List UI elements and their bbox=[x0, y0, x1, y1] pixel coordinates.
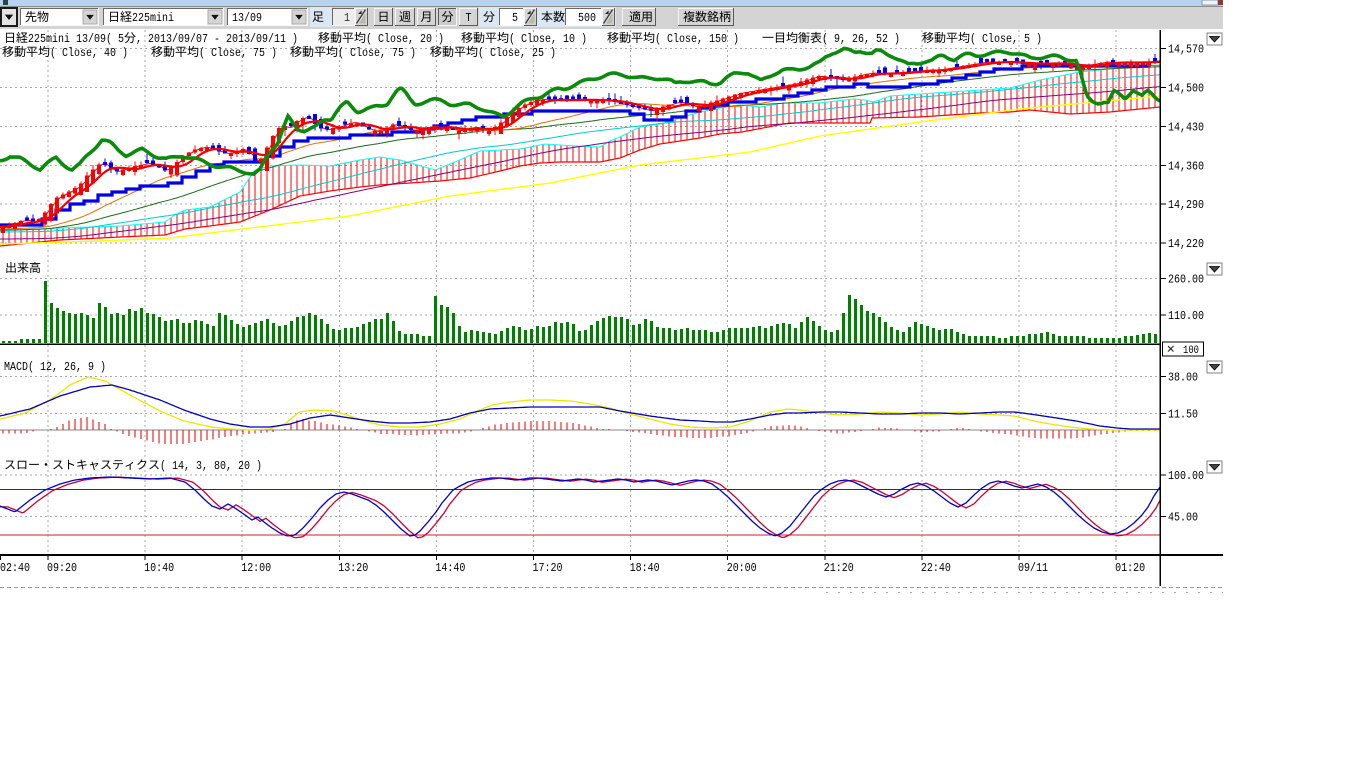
svg-text:T: T bbox=[466, 11, 472, 25]
svg-text:20:00: 20:00 bbox=[727, 561, 757, 575]
svg-text:17:20: 17:20 bbox=[533, 561, 563, 575]
svg-text:14:40: 14:40 bbox=[435, 561, 465, 575]
svg-text:09:20: 09:20 bbox=[47, 561, 77, 575]
svg-text:10:40: 10:40 bbox=[144, 561, 174, 575]
svg-text:01:20: 01:20 bbox=[1115, 561, 1145, 575]
svg-text:11.50: 11.50 bbox=[1168, 408, 1198, 422]
svg-text:14,430: 14,430 bbox=[1168, 120, 1204, 134]
svg-text:( 9, 26, 52 ): ( 9, 26, 52 ) bbox=[822, 32, 900, 46]
svg-text:( Close, 25 ): ( Close, 25 ) bbox=[478, 46, 556, 60]
svg-text:14,500: 14,500 bbox=[1168, 82, 1204, 96]
svg-text:14,570: 14,570 bbox=[1168, 43, 1204, 57]
svg-text:02:40: 02:40 bbox=[0, 561, 30, 575]
svg-text:13:20: 13:20 bbox=[338, 561, 368, 575]
svg-text:22:40: 22:40 bbox=[921, 561, 951, 575]
svg-text:45.00: 45.00 bbox=[1168, 510, 1198, 524]
svg-text:( Close, 150 ): ( Close, 150 ) bbox=[655, 32, 739, 46]
svg-text:14,220: 14,220 bbox=[1168, 237, 1204, 251]
svg-text:38.00: 38.00 bbox=[1168, 370, 1198, 384]
svg-text:09/11: 09/11 bbox=[1018, 561, 1048, 575]
svg-text:260.00: 260.00 bbox=[1168, 272, 1204, 286]
svg-text:( Close, 75 ): ( Close, 75 ) bbox=[338, 46, 416, 60]
svg-text:21:20: 21:20 bbox=[824, 561, 854, 575]
svg-text:500: 500 bbox=[578, 11, 596, 25]
svg-text:( Close, 75 ): ( Close, 75 ) bbox=[199, 46, 277, 60]
svg-text:100.00: 100.00 bbox=[1168, 469, 1204, 483]
svg-text:225mini 13/09( 5: 225mini 13/09( 5 bbox=[28, 32, 124, 46]
svg-text:14,360: 14,360 bbox=[1168, 159, 1204, 173]
svg-text:5: 5 bbox=[512, 11, 518, 25]
svg-text:( 14, 3, 80, 20 ): ( 14, 3, 80, 20 ) bbox=[160, 459, 262, 473]
svg-text:13/09: 13/09 bbox=[232, 11, 262, 25]
svg-text:, 2013/09/07 - 2013/09/11 ): , 2013/09/07 - 2013/09/11 ) bbox=[136, 32, 298, 46]
svg-text:18:40: 18:40 bbox=[630, 561, 660, 575]
svg-text:12:00: 12:00 bbox=[241, 561, 271, 575]
svg-text:( Close, 20 ): ( Close, 20 ) bbox=[366, 32, 444, 46]
svg-text:( Close, 10 ): ( Close, 10 ) bbox=[509, 32, 587, 46]
svg-text:( Close, 40 ): ( Close, 40 ) bbox=[50, 46, 128, 60]
svg-text:110.00: 110.00 bbox=[1168, 309, 1204, 323]
svg-text:14,290: 14,290 bbox=[1168, 198, 1204, 212]
svg-text:MACD( 12, 26, 9 ): MACD( 12, 26, 9 ) bbox=[4, 360, 106, 374]
svg-text:( Close, 5 ): ( Close, 5 ) bbox=[970, 32, 1042, 46]
svg-text:100: 100 bbox=[1183, 345, 1199, 357]
svg-text:1: 1 bbox=[344, 11, 350, 25]
svg-text:225mini: 225mini bbox=[132, 11, 174, 25]
